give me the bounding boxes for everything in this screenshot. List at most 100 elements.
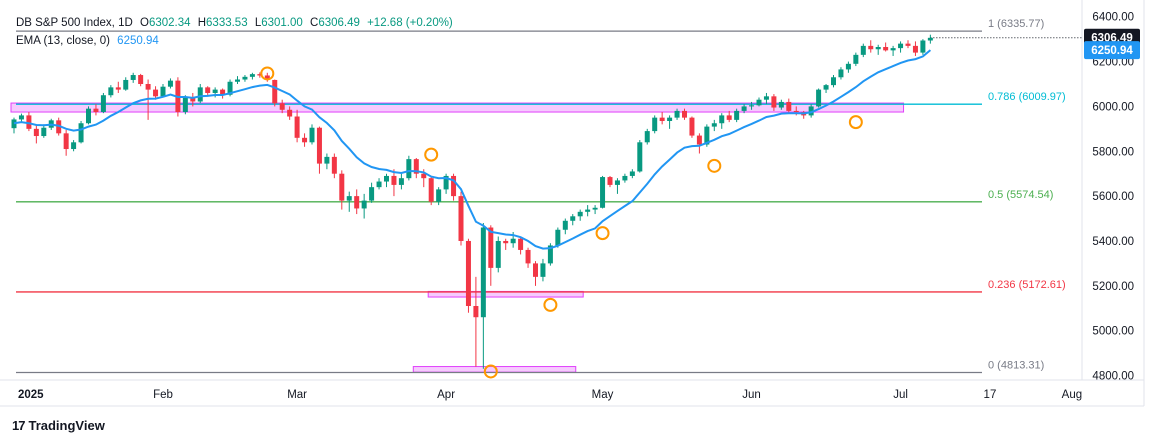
ema-label: EMA (13, close, 0) [16, 35, 110, 47]
candle-body-46 [354, 196, 360, 209]
candle-body-83 [629, 171, 635, 176]
fib-label-2: 0.5 (5574.54) [988, 189, 1053, 201]
low-value: 6301.00 [261, 17, 303, 29]
candle-body-65 [495, 240, 501, 268]
candle-body-49 [376, 181, 382, 188]
candle-body-26 [205, 87, 211, 93]
candle-body-53 [406, 159, 412, 179]
candle-body-25 [197, 87, 203, 102]
low-label: L [254, 17, 262, 29]
candle-body-47 [361, 200, 367, 209]
marker-circle-2 [483, 364, 498, 379]
chart-header: DB S&P 500 Index, 1D O6302.34 H6333.53 L… [16, 17, 457, 29]
candle-body-94 [711, 123, 717, 127]
candle-body-123 [927, 37, 933, 41]
x-tick-label-8: Aug [1062, 389, 1082, 401]
candle-body-31 [242, 76, 248, 80]
candle-body-112 [845, 63, 851, 70]
candle-body-122 [920, 40, 926, 53]
candle-body-77 [585, 209, 591, 212]
candle-body-34 [264, 75, 270, 80]
candle-body-85 [644, 131, 650, 143]
candle-body-72 [547, 245, 553, 264]
ema-price-badge-text: 6250.94 [1091, 45, 1133, 57]
candle-body-67 [510, 238, 516, 244]
candle-body-6 [56, 120, 62, 134]
candle-body-59 [451, 175, 457, 197]
ema-price-badge [1084, 41, 1140, 60]
candle-body-81 [614, 180, 620, 185]
fib-label-4: 0 (4813.31) [988, 360, 1044, 372]
candle-body-61 [465, 240, 471, 306]
candle-body-11 [93, 108, 99, 113]
ema-legend[interactable]: EMA (13, close, 0) 6250.94 [16, 35, 163, 47]
candle-body-103 [778, 101, 784, 108]
high-label: H [197, 17, 207, 29]
candle-body-41 [316, 127, 322, 164]
candle-body-102 [771, 96, 777, 108]
candle-body-110 [831, 77, 836, 86]
x-tick-label-2: Mar [287, 389, 307, 401]
marker-circle-6 [848, 115, 863, 130]
candle-body-90 [682, 110, 687, 118]
x-tick-label-7: 17 [984, 389, 997, 401]
tradingview-brand[interactable]: 17 TradingView [12, 418, 105, 433]
candle-body-62 [473, 306, 479, 318]
candles-layer[interactable] [11, 34, 933, 369]
candle-body-74 [562, 220, 568, 230]
candle-body-63 [480, 227, 486, 318]
symbol-title[interactable]: DB S&P 500 Index, 1D [16, 17, 133, 29]
candle-body-86 [652, 117, 658, 132]
candle-body-100 [756, 99, 762, 106]
candle-body-19 [153, 89, 159, 97]
y-tick-label-6: 5200.00 [1092, 281, 1134, 293]
x-tick-label-6: Jul [893, 389, 908, 401]
candle-body-13 [108, 87, 114, 96]
axes-layer: 6400.00 6200.00 6000.00 5800.00 5600.00 5400.… [18, 12, 1140, 401]
candle-body-52 [398, 178, 404, 185]
candle-body-15 [123, 79, 129, 90]
marker-circle-1 [424, 147, 439, 162]
ema-line [13, 49, 932, 250]
candle-body-7 [63, 133, 69, 150]
candle-body-75 [570, 216, 576, 221]
open-value: 6302.34 [148, 17, 191, 29]
candle-body-93 [704, 126, 710, 145]
x-tick-label-1: Feb [153, 389, 173, 401]
candle-body-109 [823, 85, 829, 90]
candle-body-71 [540, 263, 546, 277]
open-label: O [139, 17, 149, 29]
candle-body-1 [18, 115, 24, 120]
candle-body-28 [220, 89, 226, 95]
candle-body-113 [853, 54, 859, 64]
candle-body-108 [816, 89, 822, 107]
candle-body-96 [726, 115, 732, 120]
candle-body-70 [533, 263, 538, 277]
candle-body-24 [190, 97, 196, 102]
candle-body-32 [249, 74, 255, 77]
circles-layer [260, 66, 863, 379]
ema-value: 6250.94 [117, 35, 159, 47]
candle-body-20 [160, 86, 166, 97]
marker-circle-5 [707, 158, 722, 173]
grid-layer [0, 0, 1145, 407]
candle-body-45 [346, 196, 352, 201]
candle-body-87 [659, 117, 665, 121]
fib-label-1: 0.786 (6009.97) [988, 91, 1066, 103]
candle-body-39 [302, 137, 308, 143]
candle-body-114 [860, 45, 866, 55]
candle-body-51 [391, 175, 397, 185]
candle-body-56 [428, 178, 434, 202]
marker-circle-3 [543, 297, 558, 312]
fib-label-3: 0.236 (5172.61) [988, 279, 1066, 291]
candle-body-42 [324, 156, 330, 164]
candle-body-2 [26, 115, 32, 129]
candle-body-111 [838, 69, 844, 78]
candle-body-44 [339, 173, 345, 201]
candle-body-117 [883, 47, 889, 51]
high-value: 6333.53 [206, 17, 248, 29]
candle-body-17 [138, 75, 144, 84]
y-tick-label-8: 4800.00 [1092, 371, 1134, 383]
candle-body-3 [33, 128, 39, 137]
